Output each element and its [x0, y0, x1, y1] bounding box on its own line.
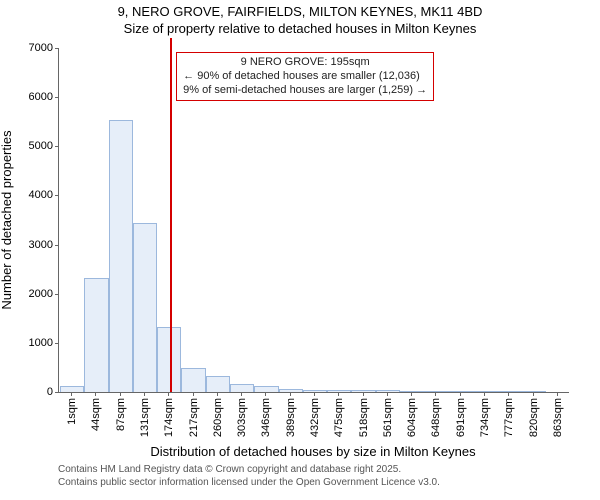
- x-tick-mark: [508, 392, 509, 396]
- histogram-bar: [376, 390, 400, 392]
- histogram-bar: [400, 391, 424, 392]
- x-tick-mark: [411, 392, 412, 396]
- histogram-bar: [84, 278, 108, 392]
- x-tick-mark: [241, 392, 242, 396]
- x-tick-label: 260sqm: [210, 398, 224, 437]
- x-tick-label: 346sqm: [258, 398, 272, 437]
- x-tick-mark: [265, 392, 266, 396]
- histogram-bar: [303, 390, 327, 392]
- x-tick-label: 475sqm: [331, 398, 345, 437]
- histogram-bar: [230, 384, 254, 392]
- x-tick-label: 734sqm: [477, 398, 491, 437]
- histogram-bar: [279, 389, 303, 392]
- x-tick-label: 561sqm: [380, 398, 394, 437]
- x-tick-mark: [193, 392, 194, 396]
- y-tick: 6000: [29, 91, 59, 103]
- y-tick: 3000: [29, 239, 59, 251]
- histogram-bar: [181, 368, 205, 392]
- x-tick-mark: [435, 392, 436, 396]
- x-tick-label: 863sqm: [550, 398, 564, 437]
- x-tick-mark: [144, 392, 145, 396]
- x-tick-mark: [95, 392, 96, 396]
- x-tick-mark: [557, 392, 558, 396]
- x-tick-mark: [314, 392, 315, 396]
- x-tick-label: 303sqm: [234, 398, 248, 437]
- x-tick-label: 87sqm: [113, 398, 127, 431]
- histogram-bar: [449, 391, 473, 392]
- histogram-bar: [521, 391, 545, 392]
- y-tick: 2000: [29, 288, 59, 300]
- y-tick: 0: [47, 386, 59, 398]
- footer-line1: Contains HM Land Registry data © Crown c…: [58, 464, 440, 477]
- x-tick-label: 432sqm: [307, 398, 321, 437]
- x-tick-label: 518sqm: [356, 398, 370, 437]
- histogram-bar: [206, 376, 230, 392]
- histogram-bar: [109, 120, 133, 392]
- x-tick-mark: [363, 392, 364, 396]
- footer-line2: Contains public sector information licen…: [58, 477, 440, 490]
- y-tick: 1000: [29, 337, 59, 349]
- info-line: 9 NERO GROVE: 195sqm: [183, 56, 427, 70]
- x-axis-label: Distribution of detached houses by size …: [150, 444, 475, 459]
- x-tick-mark: [168, 392, 169, 396]
- x-tick-mark: [290, 392, 291, 396]
- x-tick-mark: [460, 392, 461, 396]
- plot-area: 010002000300040005000600070001sqm44sqm87…: [58, 48, 569, 393]
- title-line1: 9, NERO GROVE, FAIRFIELDS, MILTON KEYNES…: [0, 4, 600, 21]
- histogram-bar: [497, 391, 521, 392]
- x-tick-label: 1sqm: [64, 398, 78, 425]
- histogram-bar: [327, 390, 351, 392]
- x-tick-label: 44sqm: [88, 398, 102, 431]
- histogram-bar: [351, 390, 375, 392]
- x-tick-mark: [217, 392, 218, 396]
- y-tick: 7000: [29, 42, 59, 54]
- histogram-bar: [424, 391, 448, 392]
- x-tick-label: 691sqm: [453, 398, 467, 437]
- x-tick-label: 389sqm: [283, 398, 297, 437]
- x-tick-label: 648sqm: [428, 398, 442, 437]
- info-line: 9% of semi-detached houses are larger (1…: [183, 84, 427, 98]
- x-tick-label: 131sqm: [137, 398, 151, 437]
- info-line: ← 90% of detached houses are smaller (12…: [183, 70, 427, 84]
- histogram-bar: [133, 223, 157, 392]
- x-tick-mark: [533, 392, 534, 396]
- x-tick-mark: [484, 392, 485, 396]
- x-tick-mark: [338, 392, 339, 396]
- reference-line: [170, 38, 172, 392]
- histogram-bar: [60, 386, 84, 392]
- chart-container: { "title_line1": "9, NERO GROVE, FAIRFIE…: [0, 0, 600, 500]
- x-tick-label: 777sqm: [501, 398, 515, 437]
- x-tick-mark: [120, 392, 121, 396]
- attribution-footer: Contains HM Land Registry data © Crown c…: [58, 464, 440, 489]
- x-tick-label: 217sqm: [186, 398, 200, 437]
- x-tick-label: 174sqm: [161, 398, 175, 437]
- y-tick: 4000: [29, 189, 59, 201]
- chart-title: 9, NERO GROVE, FAIRFIELDS, MILTON KEYNES…: [0, 0, 600, 38]
- title-line2: Size of property relative to detached ho…: [0, 21, 600, 38]
- y-tick: 5000: [29, 140, 59, 152]
- x-tick-mark: [71, 392, 72, 396]
- x-tick-label: 604sqm: [404, 398, 418, 437]
- x-tick-mark: [387, 392, 388, 396]
- info-box: 9 NERO GROVE: 195sqm← 90% of detached ho…: [176, 52, 434, 101]
- histogram-bar: [473, 391, 497, 392]
- histogram-bar: [254, 386, 278, 392]
- y-axis-label: Number of detached properties: [0, 130, 14, 309]
- x-tick-label: 820sqm: [526, 398, 540, 437]
